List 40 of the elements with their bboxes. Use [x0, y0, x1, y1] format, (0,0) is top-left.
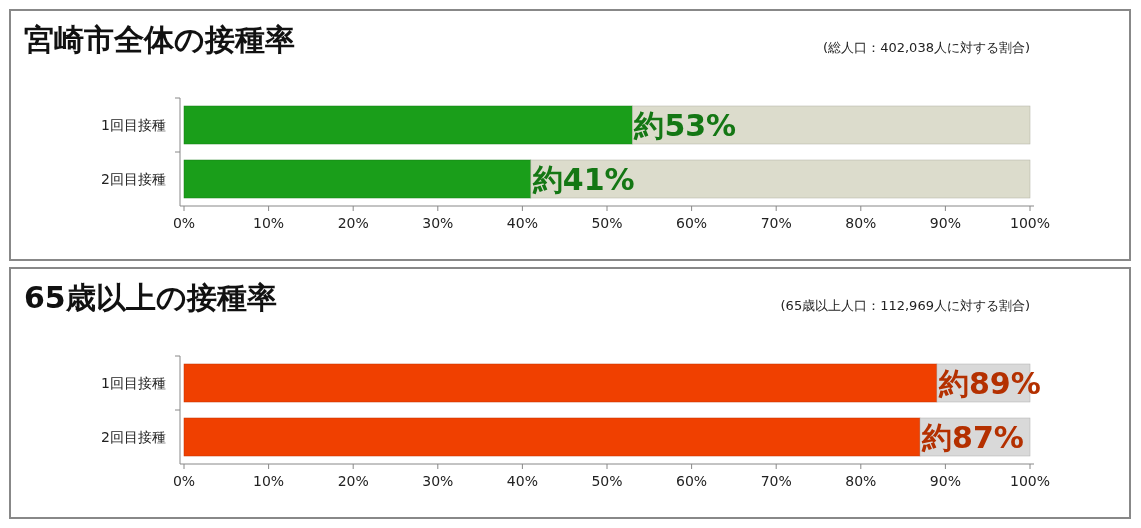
- chart-title: 65歳以上の接種率: [24, 280, 277, 315]
- bar: [530, 159, 1031, 199]
- x-tick-label: 0%: [172, 215, 196, 231]
- data-label: 約87%: [921, 420, 1024, 455]
- x-tick-label: 90%: [929, 473, 961, 489]
- x-tick-label: 40%: [506, 215, 538, 231]
- x-tick-label: 100%: [1009, 473, 1051, 489]
- x-tick-label: 70%: [760, 473, 792, 489]
- x-tick-label: 60%: [676, 473, 708, 489]
- y-tick-label: 2回目接種: [101, 171, 166, 187]
- bar: [183, 417, 921, 457]
- x-tick-label: 70%: [760, 215, 792, 231]
- x-tick-label: 80%: [845, 473, 877, 489]
- bar: [183, 159, 532, 199]
- x-tick-label: 10%: [253, 215, 285, 231]
- x-tick-label: 30%: [422, 473, 454, 489]
- bar: [183, 363, 938, 403]
- x-tick-label: 90%: [929, 215, 961, 231]
- x-tick-label: 60%: [676, 215, 708, 231]
- y-tick-label: 1回目接種: [101, 375, 166, 391]
- x-tick-label: 50%: [591, 215, 623, 231]
- x-tick-label: 40%: [506, 473, 538, 489]
- x-tick-label: 0%: [172, 473, 196, 489]
- x-tick-label: 100%: [1009, 215, 1051, 231]
- y-tick-label: 2回目接種: [101, 429, 166, 445]
- y-tick-label: 1回目接種: [101, 117, 166, 133]
- chart-title: 宮崎市全体の接種率: [24, 22, 295, 57]
- x-tick-label: 20%: [337, 215, 369, 231]
- data-label: 約53%: [633, 108, 737, 143]
- bar: [632, 105, 1031, 145]
- data-label: 約89%: [937, 366, 1041, 401]
- x-tick-label: 80%: [845, 215, 877, 231]
- x-tick-label: 20%: [337, 473, 369, 489]
- text: (総人口：402,038人に対する割合): [823, 40, 1030, 55]
- x-tick-label: 30%: [422, 215, 454, 231]
- x-tick-label: 50%: [591, 473, 623, 489]
- text: (65歳以上人口：112,969人に対する割合): [780, 298, 1030, 313]
- data-label: 約41%: [531, 162, 635, 197]
- x-tick-label: 10%: [253, 473, 285, 489]
- bar: [183, 105, 633, 145]
